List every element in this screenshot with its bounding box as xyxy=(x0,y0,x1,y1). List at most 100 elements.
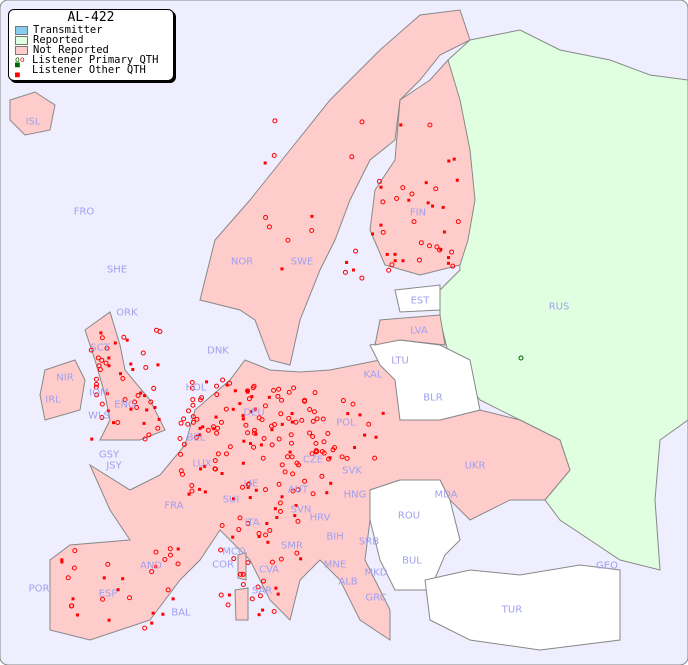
country-label-swe: SWE xyxy=(290,256,314,268)
other-qth-marker xyxy=(424,181,428,185)
other-qth-marker xyxy=(116,588,120,592)
primary-qth-marker xyxy=(227,444,233,450)
other-qth-marker xyxy=(371,232,375,236)
primary-qth-marker xyxy=(251,444,257,450)
country-label-aut: AUT xyxy=(287,484,309,496)
primary-qth-marker xyxy=(100,596,106,602)
primary-qth-marker xyxy=(285,454,291,460)
other-qth-marker xyxy=(199,467,203,471)
other-qth-marker xyxy=(246,390,250,394)
primary-qth-marker xyxy=(219,523,225,529)
primary-qth-marker xyxy=(267,528,273,534)
other-qth-marker xyxy=(150,621,154,625)
other-qth-marker xyxy=(265,521,269,525)
primary-qth-marker xyxy=(97,367,103,373)
other-qth-marker xyxy=(139,391,143,395)
country-label-mda: MDA xyxy=(434,489,458,501)
other-qth-marker xyxy=(274,586,278,590)
circle-marker-icon: oo xyxy=(15,55,25,64)
other-qth-marker xyxy=(201,425,205,429)
primary-qth-marker xyxy=(275,393,281,399)
country-label-nor: NOR xyxy=(230,256,254,268)
other-qth-marker xyxy=(154,565,158,569)
other-qth-marker xyxy=(442,230,446,234)
primary-qth-marker xyxy=(140,350,146,356)
primary-qth-marker xyxy=(339,454,345,460)
country-label-svk: SVK xyxy=(342,465,362,477)
primary-qth-marker xyxy=(175,561,181,567)
other-qth-marker xyxy=(358,413,362,417)
other-qth-marker xyxy=(220,471,224,475)
primary-qth-marker xyxy=(314,448,320,454)
legend-primary-qth: oo Listener Primary QTH xyxy=(9,55,173,66)
primary-qth-marker xyxy=(449,249,455,255)
primary-qth-marker xyxy=(93,381,99,387)
primary-qth-marker xyxy=(251,427,257,433)
primary-qth-marker xyxy=(279,462,285,468)
primary-qth-marker xyxy=(320,416,326,422)
primary-qth-marker xyxy=(240,582,246,588)
other-qth-marker xyxy=(198,426,202,430)
other-qth-marker xyxy=(241,461,245,465)
primary-qth-marker xyxy=(437,247,443,253)
primary-qth-marker xyxy=(246,481,252,487)
country-gbr xyxy=(84,311,166,441)
other-qth-marker xyxy=(187,492,191,496)
country-label-fra: FRA xyxy=(164,500,184,512)
other-qth-marker xyxy=(60,560,64,564)
primary-qth-marker xyxy=(142,436,148,442)
primary-qth-marker xyxy=(153,549,159,555)
legend-label: Transmitter xyxy=(33,24,103,36)
other-qth-marker xyxy=(379,185,383,189)
other-qth-marker xyxy=(257,535,261,539)
primary-qth-marker xyxy=(103,360,109,366)
primary-qth-marker xyxy=(148,399,154,405)
primary-qth-marker xyxy=(310,491,316,497)
primary-qth-marker xyxy=(394,195,400,201)
primary-qth-marker xyxy=(71,565,77,571)
other-qth-marker xyxy=(153,405,157,409)
primary-qth-marker xyxy=(181,441,187,447)
other-qth-marker xyxy=(254,488,258,492)
other-qth-marker xyxy=(241,414,245,418)
primary-qth-marker xyxy=(309,227,315,233)
primary-qth-marker xyxy=(252,430,258,436)
primary-qth-marker xyxy=(276,436,282,442)
other-qth-marker xyxy=(329,481,333,485)
other-qth-marker xyxy=(280,267,284,271)
primary-qth-marker xyxy=(180,471,186,477)
other-qth-marker xyxy=(294,504,298,508)
primary-qth-marker xyxy=(185,421,191,427)
other-qth-marker xyxy=(249,441,253,445)
primary-qth-marker xyxy=(255,584,261,590)
country-rou-bul xyxy=(369,479,461,591)
primary-qth-marker xyxy=(291,385,297,391)
primary-qth-marker xyxy=(294,550,300,556)
primary-qth-marker xyxy=(349,154,355,160)
country-label-alb: ALB xyxy=(338,576,358,588)
other-qth-marker xyxy=(241,417,245,421)
country-label-sct: SCT xyxy=(90,342,110,354)
other-qth-marker xyxy=(129,407,133,411)
other-qth-marker xyxy=(107,364,111,368)
primary-qth-marker xyxy=(400,185,406,191)
primary-qth-marker xyxy=(311,409,317,415)
other-qth-marker xyxy=(345,260,349,264)
primary-qth-marker xyxy=(313,440,319,446)
primary-qth-marker xyxy=(151,385,157,391)
primary-qth-marker xyxy=(450,263,456,269)
legend-title: AL-422 xyxy=(67,10,115,25)
primary-qth-marker xyxy=(143,365,149,371)
legend-label: Listener Other QTH xyxy=(32,64,146,76)
primary-qth-marker xyxy=(286,415,292,421)
other-qth-marker xyxy=(385,252,389,256)
primary-qth-marker xyxy=(231,556,237,562)
country-label-and: AND xyxy=(139,560,163,572)
country-label-cor: COR xyxy=(212,559,234,571)
country-cor xyxy=(237,552,247,581)
other-qth-marker xyxy=(157,417,161,421)
country-label-fin: FIN xyxy=(409,207,427,219)
country-label-esp: ESP xyxy=(98,588,118,600)
primary-qth-marker xyxy=(99,357,105,363)
primary-qth-marker xyxy=(261,435,267,441)
